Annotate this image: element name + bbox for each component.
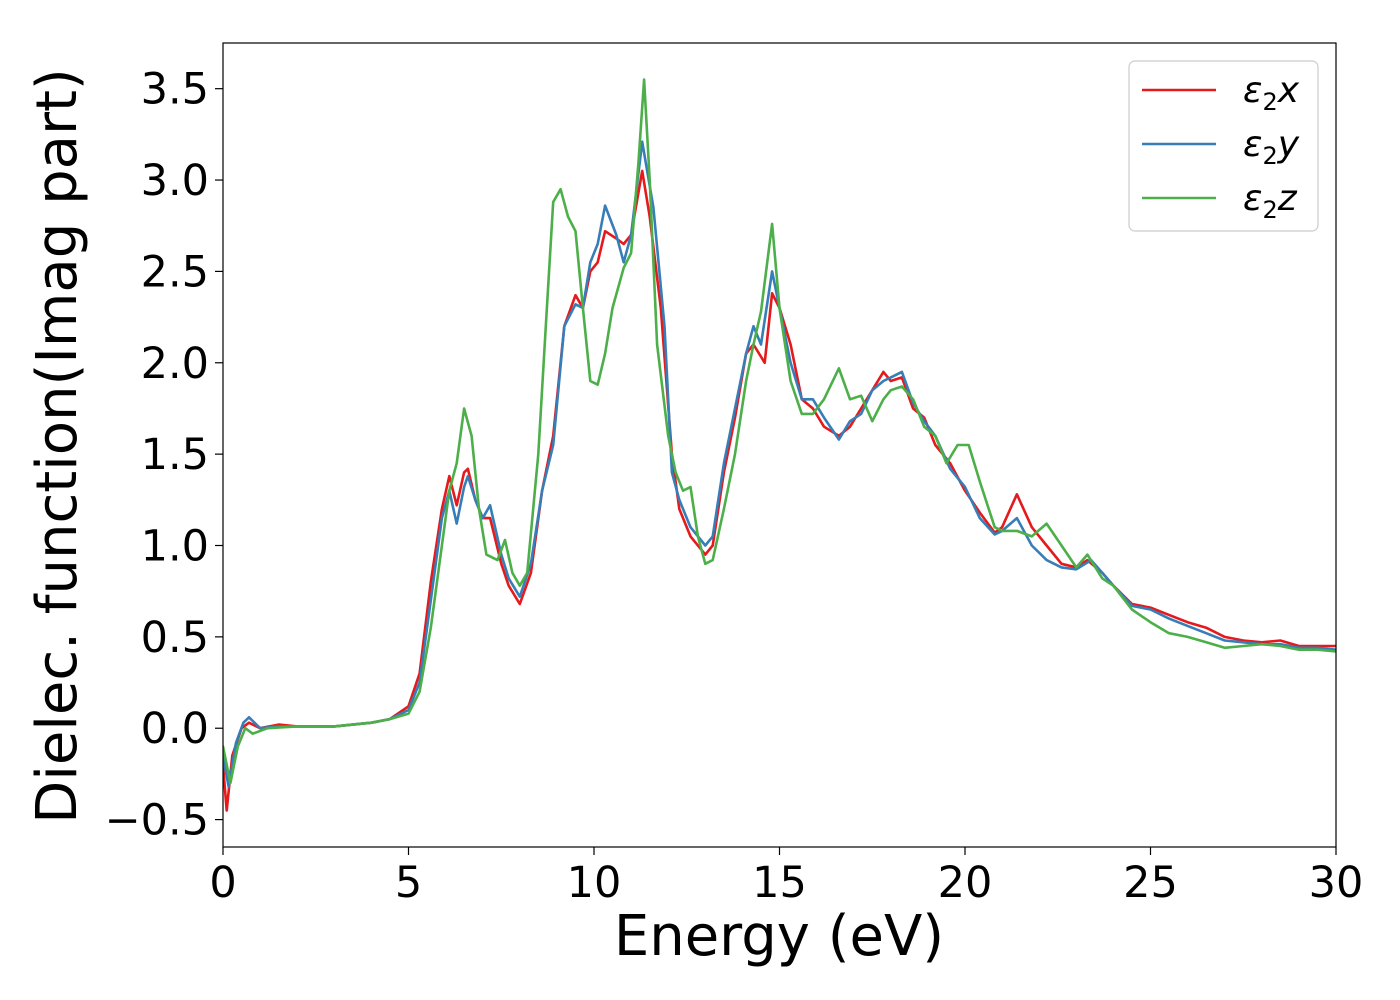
y-tick-label: −0.5 — [105, 796, 209, 846]
y-tick-label: 2.0 — [141, 339, 209, 389]
y-tick-label: 2.5 — [141, 247, 209, 297]
legend-box — [1128, 60, 1319, 232]
x-tick-label: 25 — [1123, 858, 1178, 908]
y-tick-label: 3.0 — [141, 156, 209, 206]
x-tick-label: 30 — [1309, 858, 1364, 908]
x-axis-label: Energy (eV) — [614, 904, 944, 969]
legend: ε2x ε2y ε2z — [1128, 60, 1319, 232]
legend-label-x: ε2x — [1243, 70, 1300, 116]
x-tick-label: 20 — [938, 858, 993, 908]
x-tick-label: 5 — [395, 858, 422, 908]
y-tick-label: 0.5 — [141, 613, 209, 663]
y-tick-label: 1.0 — [141, 522, 209, 572]
x-tick-label: 15 — [752, 858, 807, 908]
legend-label-y: ε2y — [1243, 124, 1300, 170]
series-layer — [223, 78, 1336, 812]
legend-label-z: ε2z — [1243, 178, 1298, 224]
x-tick-label: 0 — [209, 858, 236, 908]
y-axis: −0.5 0.0 0.5 1.0 1.5 2.0 2.5 3.0 3.5 — [105, 65, 223, 846]
y-tick-label: 3.5 — [141, 65, 209, 115]
y-tick-label: 1.5 — [141, 430, 209, 480]
x-tick-label: 10 — [567, 858, 622, 908]
y-tick-label: 0.0 — [141, 704, 209, 754]
x-axis: 0 5 10 15 20 25 30 — [209, 847, 1363, 908]
y-axis-label: Dielec. function(Imag part) — [25, 68, 90, 824]
series-line-z — [223, 78, 1336, 785]
